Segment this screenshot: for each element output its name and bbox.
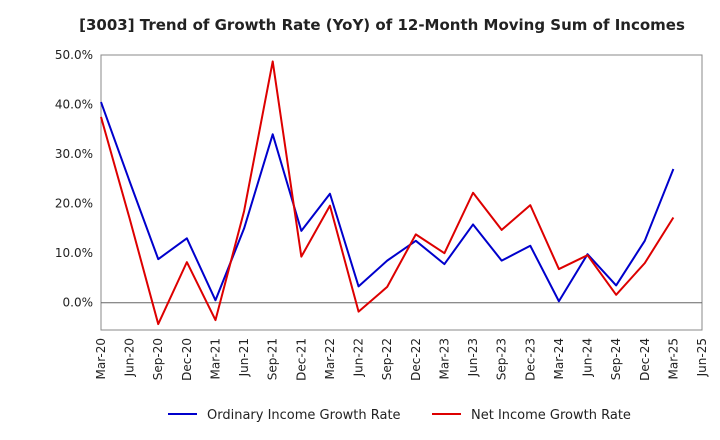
x-tick-label: Mar-22 [323,338,337,379]
x-tick-label: Mar-23 [437,338,451,379]
x-tick-label: Sep-24 [609,338,623,380]
legend: Ordinary Income Growth Rate Net Income Gr… [168,408,631,423]
x-tick-label: Sep-21 [266,338,280,380]
y-tick-label: 20.0% [55,197,93,211]
x-tick-label: Jun-25 [695,338,709,377]
series-layer [100,60,675,326]
y-axis-ticks: 0.0% 10.0% 20.0% 30.0% 40.0% 50.0% [55,48,93,310]
x-tick-label: Sep-20 [151,338,165,380]
y-tick-label: 50.0% [55,48,93,62]
plot-area [100,54,703,331]
legend-label: Net Income Growth Rate [471,408,631,423]
legend-label: Ordinary Income Growth Rate [207,408,401,423]
x-tick-label: Dec-23 [523,338,537,381]
x-tick-label: Dec-24 [638,338,652,381]
y-tick-label: 30.0% [55,147,93,161]
x-tick-label: Jun-22 [352,338,366,377]
series-line [100,101,675,303]
x-tick-label: Jun-20 [123,338,137,377]
y-tick-label: 40.0% [55,98,93,112]
x-tick-label: Dec-21 [294,338,308,381]
x-tick-label: Dec-20 [180,338,194,381]
x-tick-label: Dec-22 [409,338,423,381]
x-tick-label: Jun-23 [466,338,480,377]
x-tick-label: Mar-20 [94,338,108,379]
x-tick-label: Sep-22 [380,338,394,380]
series-line [100,60,675,326]
x-tick-label: Mar-24 [552,338,566,379]
x-tick-label: Mar-25 [666,338,680,379]
x-tick-label: Sep-23 [495,338,509,380]
x-tick-label: Mar-21 [208,338,222,379]
x-tick-label: Jun-24 [581,338,595,377]
x-tick-label: Jun-21 [237,338,251,377]
x-axis-ticks: Mar-20 Jun-20 Sep-20 Dec-20 Mar-21 Jun-21 Sep-… [94,338,709,381]
y-tick-label: 0.0% [63,296,94,310]
y-tick-label: 10.0% [55,246,93,260]
chart-title: [3003] Trend of Growth Rate (YoY) of 12-… [79,16,685,34]
axes [100,54,703,331]
